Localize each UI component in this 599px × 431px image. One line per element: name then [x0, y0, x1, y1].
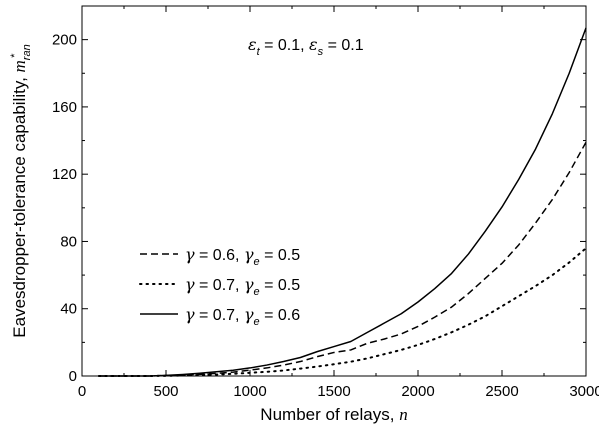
- y-tick-label-5: 200: [52, 32, 77, 49]
- annotation: εt = 0.1, εs = 0.1: [248, 35, 364, 58]
- series-line-2: [97, 247, 587, 377]
- y-tick-label-0: 0: [69, 368, 77, 385]
- x-tick-label-6: 3000: [569, 383, 599, 400]
- x-tick-label-4: 2000: [401, 383, 434, 400]
- x-tick-label-3: 1500: [317, 383, 350, 400]
- y-tick-label-2: 80: [60, 233, 77, 250]
- x-axis-title: Number of relays, n: [260, 405, 407, 424]
- legend-label-1: γ = 0.6, γe = 0.5: [185, 245, 300, 268]
- data-series: [97, 27, 587, 377]
- y-axis-title: Eavesdropper-tolerance capability, mran*: [9, 44, 33, 337]
- legend-label-2: γ = 0.7, γe = 0.5: [185, 275, 300, 298]
- x-tick-label-5: 2500: [485, 383, 518, 400]
- series-line-1: [98, 141, 587, 377]
- y-tick-label-1: 40: [60, 301, 77, 318]
- axis-tick-labels: 0 500 1000 1500 2000 2500 3000 0 40 80 120 160 200: [52, 32, 599, 400]
- series-line-3: [98, 27, 587, 377]
- axis-ticks: [81, 6, 587, 377]
- legend: γ = 0.6, γe = 0.5 γ = 0.7, γe = 0.5 γ = …: [139, 245, 300, 328]
- legend-label-three: γ = 0.7, γe = 0.6: [185, 305, 300, 328]
- y-tick-label-3: 120: [52, 166, 77, 183]
- plot-frame: [81, 5, 587, 377]
- x-tick-label-1: 500: [153, 383, 178, 400]
- y-tick-label-4: 160: [52, 99, 77, 116]
- x-tick-label-2: 1000: [233, 383, 266, 400]
- x-tick-label-0: 0: [78, 383, 86, 400]
